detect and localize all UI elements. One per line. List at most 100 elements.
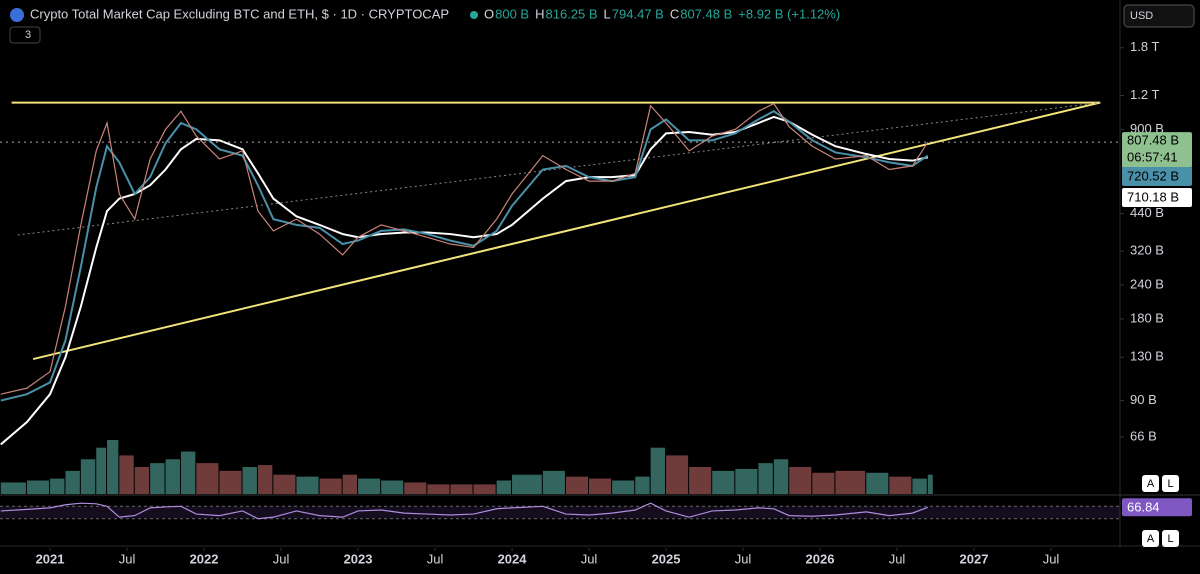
y-tick-label: 90 B	[1130, 392, 1157, 407]
volume-bar	[650, 447, 666, 494]
scale-button[interactable]	[1162, 475, 1179, 492]
volume-bar	[134, 466, 150, 494]
volume-bar	[342, 474, 358, 494]
volume-bar	[789, 466, 812, 494]
x-tick-label: 2022	[190, 551, 219, 566]
volume-bar	[512, 474, 542, 494]
volume-bar	[773, 459, 789, 494]
volume-bar	[196, 463, 219, 494]
volume-bar	[565, 476, 589, 494]
ohlc-key: C	[670, 6, 679, 21]
volume-bar	[404, 482, 427, 494]
ohlc-key: L	[604, 6, 611, 21]
trendline	[32, 101, 1101, 361]
scale-button-label[interactable]: A	[1147, 533, 1155, 545]
countdown: 06:57:41	[1127, 150, 1178, 165]
volume-bar	[889, 476, 912, 494]
y-tick-label: 440 B	[1130, 205, 1164, 220]
series-line	[0, 115, 929, 446]
x-tick-label: Jul	[735, 551, 752, 566]
ohlc-value: 800 B	[495, 6, 529, 21]
scale-button[interactable]	[1142, 530, 1159, 547]
x-tick-label: 2023	[344, 551, 373, 566]
volume-bar	[496, 480, 512, 494]
scale-button[interactable]	[1162, 530, 1179, 547]
y-tick-label: 900 B	[1130, 121, 1164, 136]
volume-bar	[319, 478, 342, 494]
volume-bar	[427, 484, 450, 494]
x-tick-label: 2024	[498, 551, 528, 566]
volume-bar	[589, 478, 612, 494]
y-tick-label: 1.8 T	[1130, 39, 1159, 54]
change: +8.92 B (+1.12%)	[738, 6, 840, 21]
x-tick-label: Jul	[889, 551, 906, 566]
x-tick-label: Jul	[581, 551, 598, 566]
ohlc-value: 807.48 B	[680, 6, 732, 21]
trendline	[17, 102, 1101, 236]
volume-bar	[180, 451, 196, 494]
volume-bar	[735, 468, 758, 494]
volume-bar	[242, 466, 257, 494]
x-tick-label: Jul	[1043, 551, 1060, 566]
volume-bar	[0, 482, 26, 494]
volume-bar	[273, 474, 296, 494]
volume-bar	[119, 455, 134, 494]
y-tick-label: 320 B	[1130, 243, 1164, 258]
volume-bar	[150, 463, 165, 494]
price-label: 710.18 B	[1127, 189, 1179, 204]
x-tick-label: 2021	[36, 551, 65, 566]
scale-button-label[interactable]: L	[1167, 478, 1173, 490]
x-tick-label: 2025	[652, 551, 681, 566]
scale-button-label[interactable]: A	[1147, 478, 1155, 490]
volume-bar	[219, 470, 242, 494]
volume-bar	[50, 478, 65, 494]
y-tick-label: 180 B	[1130, 310, 1164, 325]
volume-bar	[812, 472, 835, 494]
volume-bar	[712, 470, 735, 494]
ohlc-key: O	[484, 6, 494, 21]
scale-button-label[interactable]: L	[1167, 533, 1173, 545]
volume-bar	[358, 478, 381, 494]
volume-bar	[257, 465, 273, 494]
currency[interactable]: USD	[1130, 10, 1153, 22]
volume-bar	[296, 476, 319, 494]
volume-bar	[666, 455, 689, 494]
price-label-box	[1122, 188, 1192, 207]
volume-bar	[26, 480, 50, 494]
volume-bar	[835, 470, 866, 494]
price-label: 807.48 B	[1127, 133, 1179, 148]
y-tick-label: 66 B	[1130, 429, 1157, 444]
y-tick-label: 240 B	[1130, 276, 1164, 291]
volume-bar	[450, 484, 473, 494]
volume-bar	[80, 459, 96, 494]
y-tick-label: 130 B	[1130, 349, 1164, 364]
volume-bar	[612, 480, 635, 494]
series-line	[0, 102, 929, 395]
volume-bar	[758, 463, 773, 494]
price-label: 720.52 B	[1127, 168, 1179, 183]
status-dot	[470, 11, 478, 19]
scale-button[interactable]	[1142, 475, 1159, 492]
rsi-label-box	[1122, 498, 1192, 517]
volume-bar	[165, 459, 180, 494]
indicator-count[interactable]: 3	[25, 29, 31, 41]
price-label-box	[1122, 167, 1192, 186]
volume-bar	[866, 472, 889, 494]
volume-bar	[927, 474, 933, 494]
x-tick-label: Jul	[273, 551, 290, 566]
rsi-line	[0, 502, 929, 520]
x-tick-label: Jul	[427, 551, 444, 566]
series-line	[0, 110, 929, 402]
chart-title: Crypto Total Market Cap Excluding BTC an…	[30, 6, 449, 21]
volume-bar	[912, 478, 927, 494]
x-tick-label: Jul	[119, 551, 136, 566]
indicator-toggle[interactable]	[9, 26, 41, 44]
currency-select[interactable]	[1123, 4, 1195, 28]
volume-bar	[473, 484, 496, 494]
rsi-label: 66.84	[1127, 500, 1160, 515]
price-label-box	[1122, 132, 1192, 169]
ohlc-key: H	[535, 6, 544, 21]
volume-bar	[65, 470, 80, 494]
